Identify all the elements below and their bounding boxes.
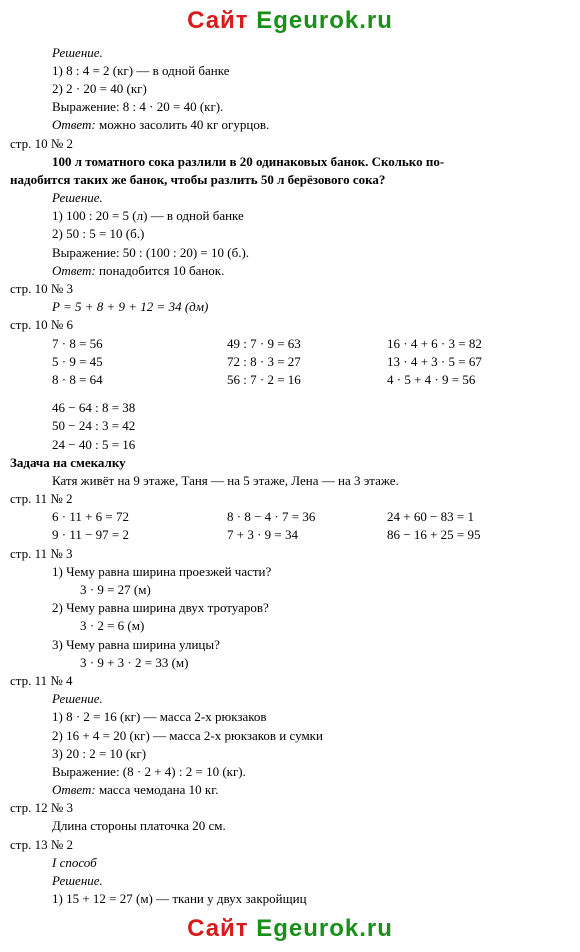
equation-cell: 16 · 4 + 6 · 3 = 82 [387,335,547,353]
answer-eq: 3 · 2 = 6 (м) [80,617,562,635]
page-ref: стр. 13 № 2 [10,836,562,854]
answer-text: масса чемодана 10 кг. [96,782,219,797]
answer-line: Ответ: можно засолить 40 кг огурцов. [52,116,562,134]
equation-cell: 7 + 3 · 9 = 34 [227,526,387,544]
answer-text: понадобится 10 банок. [96,263,225,278]
watermark-site: Egeurok.ru [256,915,393,942]
solution-heading: Решение. [52,189,562,207]
page-ref: стр. 10 № 6 [10,316,562,334]
equation-cell: 56 : 7 · 2 = 16 [227,371,387,389]
watermark-top: Сайт Egeurok.ru [0,0,580,44]
equation-cell: 13 · 4 + 3 · 5 = 67 [387,353,547,371]
step-line: 2) 16 + 4 = 20 (кг) — масса 2-х рюкзаков… [52,727,562,745]
question-line: 2) Чему равна ширина двух тротуаров? [52,599,562,617]
answer-eq: 3 · 9 + 3 · 2 = 33 (м) [80,654,562,672]
equation-cell: 49 : 7 · 9 = 63 [227,335,387,353]
equation-cell: 4 · 5 + 4 · 9 = 56 [387,371,547,389]
answer-label: Ответ: [52,117,96,132]
watermark-label: Сайт [187,915,248,942]
equation-cell: 8 · 8 = 64 [52,371,227,389]
page-ref: стр. 10 № 3 [10,280,562,298]
page-ref: стр. 11 № 2 [10,490,562,508]
equation-cell: 86 − 16 + 25 = 95 [387,526,547,544]
step-line: 1) 8 : 4 = 2 (кг) — в одной банке [52,62,562,80]
equation-cell: 9 · 11 − 97 = 2 [52,526,227,544]
solution-heading: Решение. [52,690,562,708]
page-ref: стр. 11 № 4 [10,672,562,690]
question-line: 1) Чему равна ширина проезжей части? [52,563,562,581]
expression-line: Выражение: (8 · 2 + 4) : 2 = 10 (кг). [52,763,562,781]
answer-line: Ответ: масса чемодана 10 кг. [52,781,562,799]
table-row: 7 · 8 = 56 49 : 7 · 9 = 63 16 · 4 + 6 · … [36,335,562,353]
text-line: Длина стороны платочка 20 см. [52,817,562,835]
step-line: 2) 2 · 20 = 40 (кг) [52,80,562,98]
document-body: Решение. 1) 8 : 4 = 2 (кг) — в одной бан… [0,44,580,909]
page-ref: стр. 10 № 2 [10,135,562,153]
riddle-heading: Задача на смекалку [10,454,562,472]
step-line: 1) 15 + 12 = 27 (м) — ткани у двух закро… [52,890,562,908]
equation-cell: 72 : 8 · 3 = 27 [227,353,387,371]
step-line: 3) 20 : 2 = 10 (кг) [52,745,562,763]
step-line: 1) 100 : 20 = 5 (л) — в одной банке [52,207,562,225]
problem-text: 100 л томатного сока разлили в 20 одинак… [52,153,562,171]
expression-line: Выражение: 8 : 4 · 20 = 40 (кг). [52,98,562,116]
riddle-text: Катя живёт на 9 этаже, Таня — на 5 этаже… [52,472,562,490]
spacer [36,389,562,399]
equation-cell: 7 · 8 = 56 [52,335,227,353]
page-ref: стр. 11 № 3 [10,545,562,563]
equation-line: 50 − 24 : 3 = 42 [52,417,562,435]
watermark-label: Сайт [187,7,248,34]
table-row: 5 · 9 = 45 72 : 8 · 3 = 27 13 · 4 + 3 · … [36,353,562,371]
formula-line: P = 5 + 8 + 9 + 12 = 34 (дм) [52,298,562,316]
equation-cell: 5 · 9 = 45 [52,353,227,371]
answer-label: Ответ: [52,263,96,278]
table-row: 6 · 11 + 6 = 72 8 · 8 − 4 · 7 = 36 24 + … [36,508,562,526]
table-row: 9 · 11 − 97 = 2 7 + 3 · 9 = 34 86 − 16 +… [36,526,562,544]
equation-line: 46 − 64 : 8 = 38 [52,399,562,417]
watermark-bottom: Сайт Egeurok.ru [0,908,580,952]
equation-cell: 6 · 11 + 6 = 72 [52,508,227,526]
method-heading: I способ [52,854,562,872]
page-ref: стр. 12 № 3 [10,799,562,817]
equation-line: 24 − 40 : 5 = 16 [52,436,562,454]
table-row: 8 · 8 = 64 56 : 7 · 2 = 16 4 · 5 + 4 · 9… [36,371,562,389]
equation-cell: 8 · 8 − 4 · 7 = 36 [227,508,387,526]
step-line: 2) 50 : 5 = 10 (б.) [52,225,562,243]
watermark-site: Egeurok.ru [256,7,393,34]
solution-heading: Решение. [52,872,562,890]
equation-cell: 24 + 60 − 83 = 1 [387,508,547,526]
answer-label: Ответ: [52,782,96,797]
answer-eq: 3 · 9 = 27 (м) [80,581,562,599]
question-line: 3) Чему равна ширина улицы? [52,636,562,654]
expression-line: Выражение: 50 : (100 : 20) = 10 (б.). [52,244,562,262]
step-line: 1) 8 · 2 = 16 (кг) — масса 2-х рюкзаков [52,708,562,726]
answer-text: можно засолить 40 кг огурцов. [96,117,269,132]
solution-heading: Решение. [52,44,562,62]
problem-text: надобится таких же банок, чтобы разлить … [10,171,562,189]
answer-line: Ответ: понадобится 10 банок. [52,262,562,280]
